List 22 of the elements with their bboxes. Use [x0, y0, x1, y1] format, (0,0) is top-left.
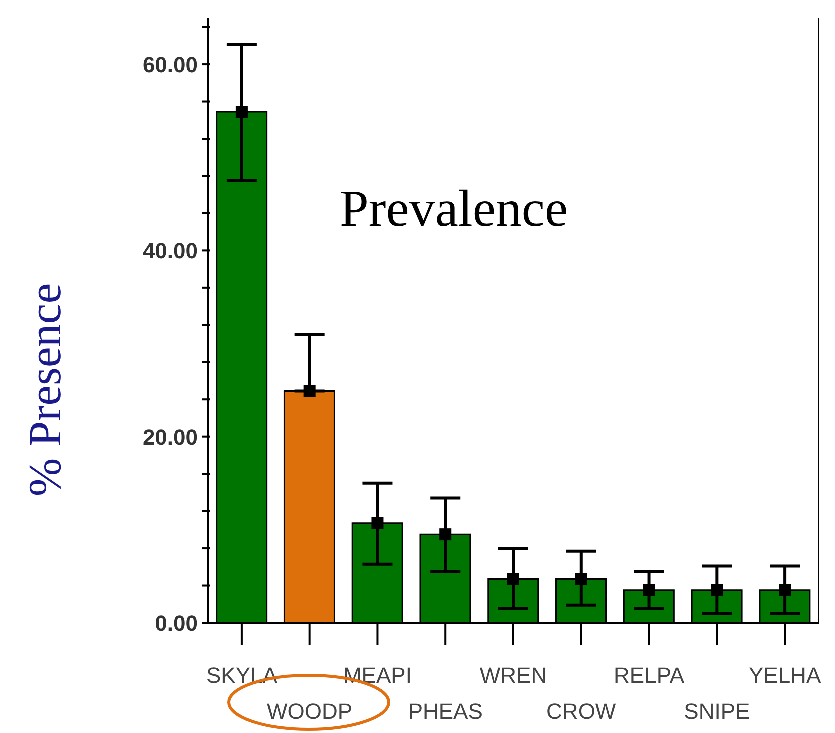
point	[440, 528, 452, 541]
x-tick-label: PHEAS	[408, 699, 483, 724]
y-tick-label: 20.00	[142, 424, 198, 450]
point	[508, 573, 520, 586]
x-tick-label: WREN	[480, 663, 548, 688]
text: Prevalence	[340, 180, 568, 239]
y-tick-label: 0.00	[155, 611, 198, 636]
y-axis-title: % Presence	[18, 283, 72, 497]
x-tick-label: RELPA	[614, 663, 685, 688]
point	[236, 106, 248, 118]
x-tick-label: WOODP	[267, 699, 353, 724]
point	[304, 385, 316, 398]
point	[711, 584, 724, 596]
x-tick-label: CROW	[546, 699, 616, 724]
y-tick-label: 60.00	[142, 52, 198, 78]
y-tick-label: 40.00	[142, 238, 198, 264]
point	[643, 584, 656, 596]
point	[372, 517, 384, 530]
x-tick-label: YELHA	[748, 663, 822, 688]
x-tick-label: SNIPE	[684, 699, 750, 724]
point	[779, 584, 792, 596]
point	[575, 573, 588, 586]
